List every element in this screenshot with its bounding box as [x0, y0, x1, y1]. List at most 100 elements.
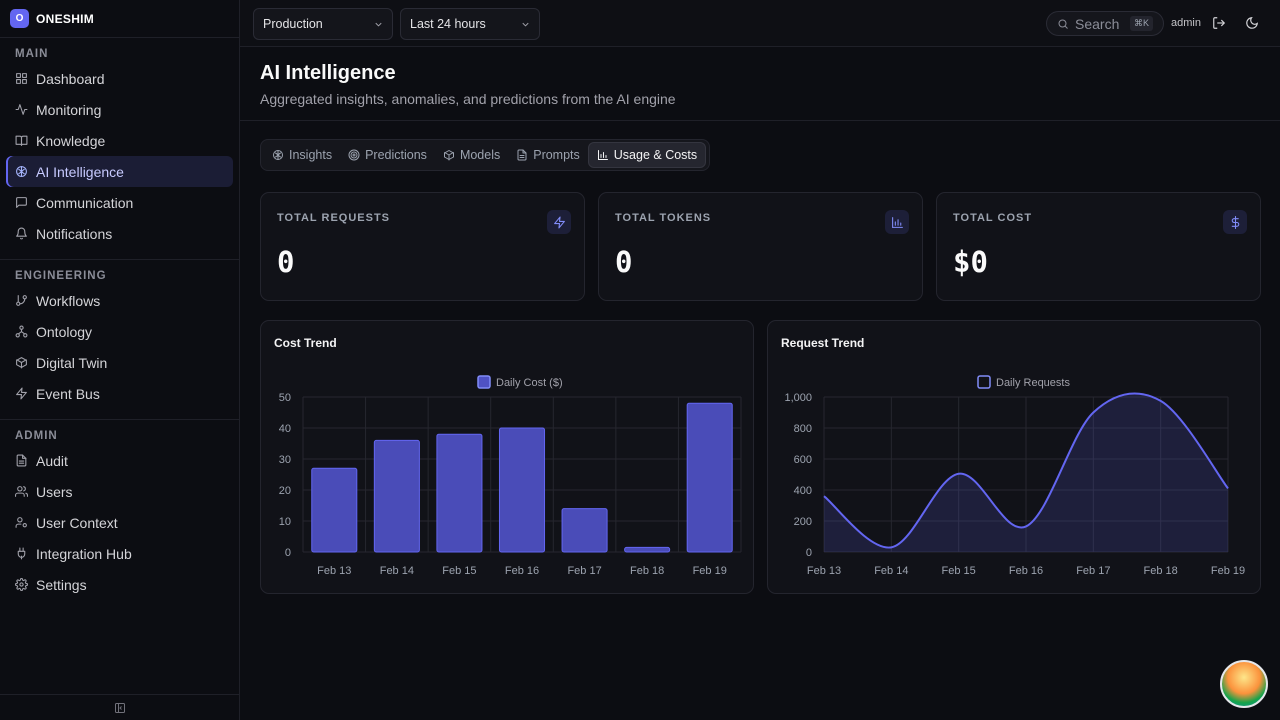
sidebar-item-label: Notifications: [36, 225, 113, 242]
sidebar-item-event-bus[interactable]: Event Bus: [6, 378, 233, 409]
environment-select[interactable]: Production: [253, 8, 393, 40]
sidebar-item-workflows[interactable]: Workflows: [6, 285, 233, 316]
point-feb-15[interactable]: [956, 471, 962, 477]
sidebar-item-label: Users: [36, 483, 73, 500]
moon-icon[interactable]: [1245, 16, 1259, 30]
y-tick-label: 600: [794, 454, 812, 466]
bar-feb-17[interactable]: [561, 508, 608, 553]
brand-logo: O: [10, 9, 29, 28]
stat-card-total-requests: TOTAL REQUESTS 0: [260, 192, 585, 301]
series-line[interactable]: [823, 392, 1229, 549]
y-tick-label: 800: [794, 423, 812, 435]
tab-models[interactable]: Models: [435, 142, 508, 168]
stat-icon-badge: [885, 210, 909, 234]
stat-card-total-tokens: TOTAL TOKENS 0: [598, 192, 923, 301]
sidebar-item-ontology[interactable]: Ontology: [6, 316, 233, 347]
stat-label: TOTAL TOKENS: [615, 212, 712, 224]
assistant-avatar-button[interactable]: [1220, 660, 1268, 708]
sidebar-item-digital-twin[interactable]: Digital Twin: [6, 347, 233, 378]
cost-trend-card: Cost Trend Daily Cost ($) 0 10 20 30 40 50 Feb …: [260, 320, 754, 594]
brand-name: ONESHIM: [36, 11, 95, 26]
sidebar-item-label: Knowledge: [36, 132, 106, 149]
bell-icon: [16, 227, 27, 240]
y-tick-label: 400: [794, 485, 812, 497]
sidebar-item-label: Dashboard: [36, 70, 105, 87]
sidebar-item-audit[interactable]: Audit: [6, 445, 233, 476]
bar-feb-14[interactable]: [373, 439, 420, 553]
sidebar-item-ai-intelligence[interactable]: AI Intelligence: [6, 156, 233, 187]
sidebar-item-users[interactable]: Users: [6, 476, 233, 507]
sidebar-section-title: ADMIN: [15, 430, 58, 442]
tab-insights[interactable]: Insights: [264, 142, 340, 168]
x-tick-label: Feb 15: [942, 565, 976, 577]
legend-swatch: [977, 375, 991, 389]
activity-icon: [15, 104, 28, 115]
sidebar-item-label: Workflows: [36, 292, 101, 309]
cube-icon: [443, 150, 454, 161]
cost-trend-chart: Daily Cost ($) 0 10 20 30 40 50 Feb 13 Feb 14 Feb…: [279, 375, 742, 577]
brain-icon: [16, 166, 27, 177]
point-feb-17[interactable]: [1090, 410, 1096, 416]
legend-label: Daily Requests: [996, 377, 1070, 389]
stat-label: TOTAL REQUESTS: [277, 212, 391, 224]
sidebar-item-label: Digital Twin: [36, 354, 108, 371]
bar-feb-15[interactable]: [436, 433, 483, 553]
y-tick-label: 50: [279, 392, 291, 404]
sidebar-item-label: User Context: [36, 514, 118, 531]
tab-prompts[interactable]: Prompts: [508, 142, 588, 168]
tab-label: Predictions: [365, 148, 427, 162]
tab-label: Models: [459, 148, 501, 162]
bar-feb-18[interactable]: [624, 546, 671, 553]
request-trend-chart: Daily Requests 0 200 400 600 800 1,000 Feb 13 Fe…: [784, 375, 1245, 577]
sidebar-item-label: Settings: [36, 576, 87, 593]
y-tick-label: 20: [279, 485, 291, 497]
collapse-sidebar-button[interactable]: [0, 694, 239, 720]
bar-feb-16[interactable]: [498, 427, 546, 553]
point-feb-18[interactable]: [1158, 398, 1164, 404]
search-placeholder: Search: [1075, 15, 1120, 32]
tab-predictions[interactable]: Predictions: [340, 142, 435, 168]
x-tick-label: Feb 14: [380, 565, 414, 577]
dashboard-icon: [16, 73, 27, 84]
chart-legend[interactable]: Daily Cost ($): [477, 375, 563, 389]
search-input[interactable]: Search ⌘K: [1046, 11, 1164, 36]
bar-feb-19[interactable]: [686, 402, 733, 553]
request-trend-card: Request Trend Daily Requests 0 200 400 600 80…: [767, 320, 1261, 594]
y-tick-label: 0: [285, 547, 291, 559]
user-cog-icon: [15, 517, 27, 528]
chevron-down-icon: [522, 22, 529, 27]
book-icon: [15, 135, 28, 146]
x-tick-label: Feb 17: [567, 565, 601, 577]
point-feb-19[interactable]: [1225, 485, 1231, 491]
sidebar-toggle-icon: [114, 702, 125, 713]
brand[interactable]: O ONESHIM: [0, 0, 239, 38]
bar-feb-13[interactable]: [311, 467, 358, 553]
page-title: AI Intelligence: [260, 62, 396, 84]
sidebar-item-user-context[interactable]: User Context: [6, 507, 233, 538]
y-tick-label: 0: [806, 547, 812, 559]
sidebar-item-integration-hub[interactable]: Integration Hub: [6, 538, 233, 569]
logout-icon[interactable]: [1212, 16, 1226, 30]
y-tick-label: 30: [279, 454, 291, 466]
sidebar-item-dashboard[interactable]: Dashboard: [6, 63, 233, 94]
tab-label: Insights: [289, 148, 333, 162]
tab-usage-costs[interactable]: Usage & Costs: [587, 142, 707, 168]
time-range-select[interactable]: Last 24 hours: [400, 8, 540, 40]
legend-swatch: [477, 375, 491, 389]
sidebar-item-label: Communication: [36, 194, 134, 211]
point-feb-16[interactable]: [1023, 523, 1029, 529]
sidebar-nav: MAIN Dashboard Monitoring Knowledge AI Intel…: [0, 38, 239, 600]
git-branch-icon: [16, 295, 27, 306]
sidebar-item-monitoring[interactable]: Monitoring: [6, 94, 233, 125]
sidebar-section-main: MAIN Dashboard Monitoring Knowledge AI Intel…: [0, 38, 239, 260]
sidebar-item-label: AI Intelligence: [36, 163, 124, 180]
point-feb-14[interactable]: [888, 544, 894, 550]
sidebar-item-notifications[interactable]: Notifications: [6, 218, 233, 249]
point-feb-13[interactable]: [821, 493, 827, 499]
sidebar-item-settings[interactable]: Settings: [6, 569, 233, 600]
chart-legend[interactable]: Daily Requests: [977, 375, 1070, 389]
chart-title: Cost Trend: [274, 336, 337, 350]
y-tick-label: 10: [279, 516, 291, 528]
sidebar-item-knowledge[interactable]: Knowledge: [6, 125, 233, 156]
sidebar-item-communication[interactable]: Communication: [6, 187, 233, 218]
